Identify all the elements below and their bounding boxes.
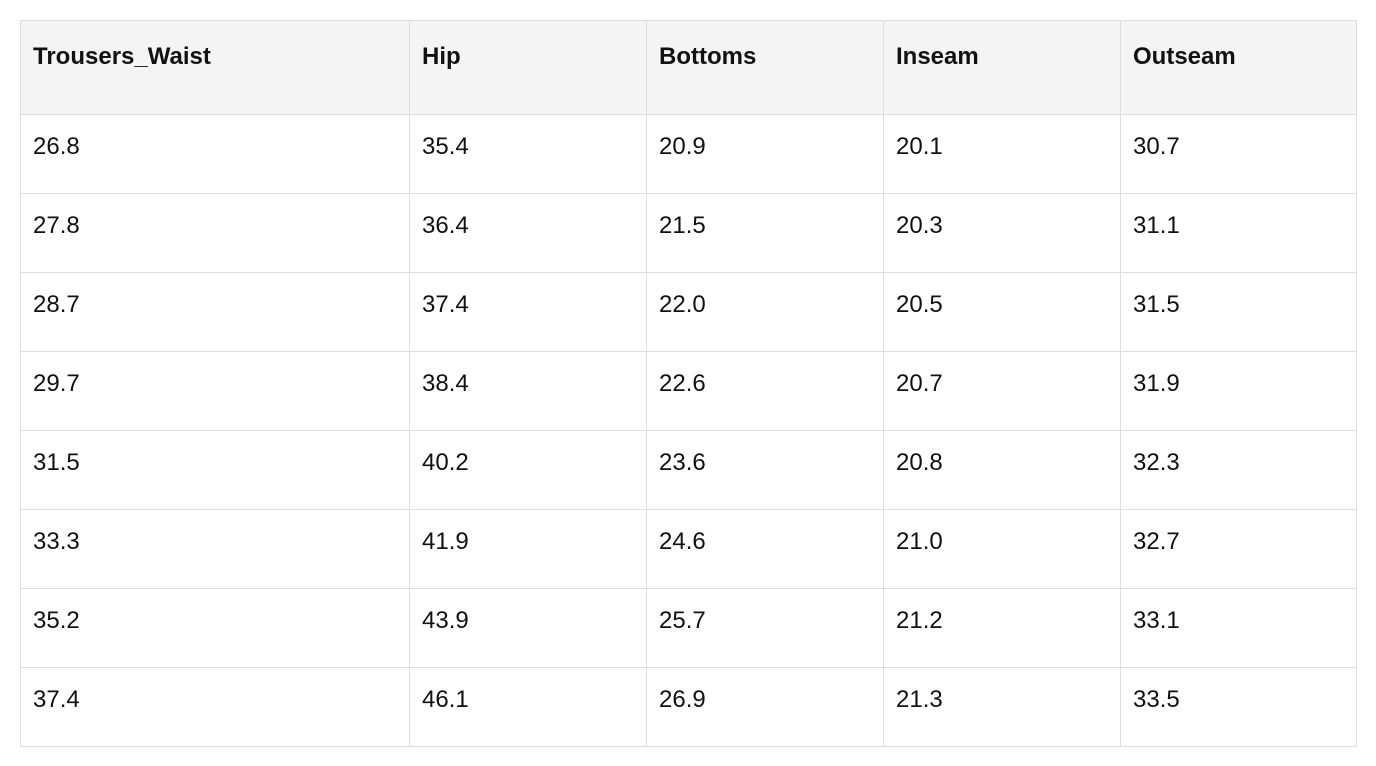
table-row: 29.7 38.4 22.6 20.7 31.9: [21, 352, 1357, 431]
table-cell: 37.4: [21, 668, 410, 747]
table-cell: 21.0: [884, 510, 1121, 589]
table-cell: 26.8: [21, 115, 410, 194]
table-cell: 31.1: [1121, 194, 1357, 273]
table-cell: 38.4: [410, 352, 647, 431]
table-cell: 33.1: [1121, 589, 1357, 668]
table-cell: 33.3: [21, 510, 410, 589]
table-cell: 35.4: [410, 115, 647, 194]
table-row: 28.7 37.4 22.0 20.5 31.5: [21, 273, 1357, 352]
table-cell: 20.1: [884, 115, 1121, 194]
header-row: Trousers_Waist Hip Bottoms Inseam Outseam: [21, 21, 1357, 115]
table-cell: 20.3: [884, 194, 1121, 273]
header-cell: Hip: [410, 21, 647, 115]
table-cell: 20.9: [647, 115, 884, 194]
table-cell: 20.8: [884, 431, 1121, 510]
table-cell: 31.9: [1121, 352, 1357, 431]
data-table: Trousers_Waist Hip Bottoms Inseam Outseam 26…: [20, 20, 1357, 747]
header-cell: Bottoms: [647, 21, 884, 115]
header-cell: Outseam: [1121, 21, 1357, 115]
table-container: Trousers_Waist Hip Bottoms Inseam Outseam 26…: [20, 20, 1357, 747]
header-cell: Inseam: [884, 21, 1121, 115]
table-row: 26.8 35.4 20.9 20.1 30.7: [21, 115, 1357, 194]
table-row: 31.5 40.2 23.6 20.8 32.3: [21, 431, 1357, 510]
table-cell: 28.7: [21, 273, 410, 352]
table-cell: 29.7: [21, 352, 410, 431]
table-cell: 20.5: [884, 273, 1121, 352]
table-cell: 35.2: [21, 589, 410, 668]
table-cell: 27.8: [21, 194, 410, 273]
table-cell: 21.2: [884, 589, 1121, 668]
header-cell: Trousers_Waist: [21, 21, 410, 115]
table-cell: 36.4: [410, 194, 647, 273]
table-cell: 46.1: [410, 668, 647, 747]
table-cell: 26.9: [647, 668, 884, 747]
table-cell: 22.6: [647, 352, 884, 431]
table-row: 37.4 46.1 26.9 21.3 33.5: [21, 668, 1357, 747]
table-cell: 31.5: [1121, 273, 1357, 352]
table-cell: 25.7: [647, 589, 884, 668]
table-cell: 33.5: [1121, 668, 1357, 747]
table-cell: 21.3: [884, 668, 1121, 747]
table-row: 33.3 41.9 24.6 21.0 32.7: [21, 510, 1357, 589]
table-cell: 21.5: [647, 194, 884, 273]
table-cell: 31.5: [21, 431, 410, 510]
table-cell: 41.9: [410, 510, 647, 589]
table-cell: 32.7: [1121, 510, 1357, 589]
table-cell: 30.7: [1121, 115, 1357, 194]
table-cell: 40.2: [410, 431, 647, 510]
table-row: 35.2 43.9 25.7 21.2 33.1: [21, 589, 1357, 668]
table-row: 27.8 36.4 21.5 20.3 31.1: [21, 194, 1357, 273]
table-cell: 24.6: [647, 510, 884, 589]
table-cell: 43.9: [410, 589, 647, 668]
table-cell: 22.0: [647, 273, 884, 352]
table-cell: 32.3: [1121, 431, 1357, 510]
table-cell: 20.7: [884, 352, 1121, 431]
table-cell: 23.6: [647, 431, 884, 510]
table-cell: 37.4: [410, 273, 647, 352]
